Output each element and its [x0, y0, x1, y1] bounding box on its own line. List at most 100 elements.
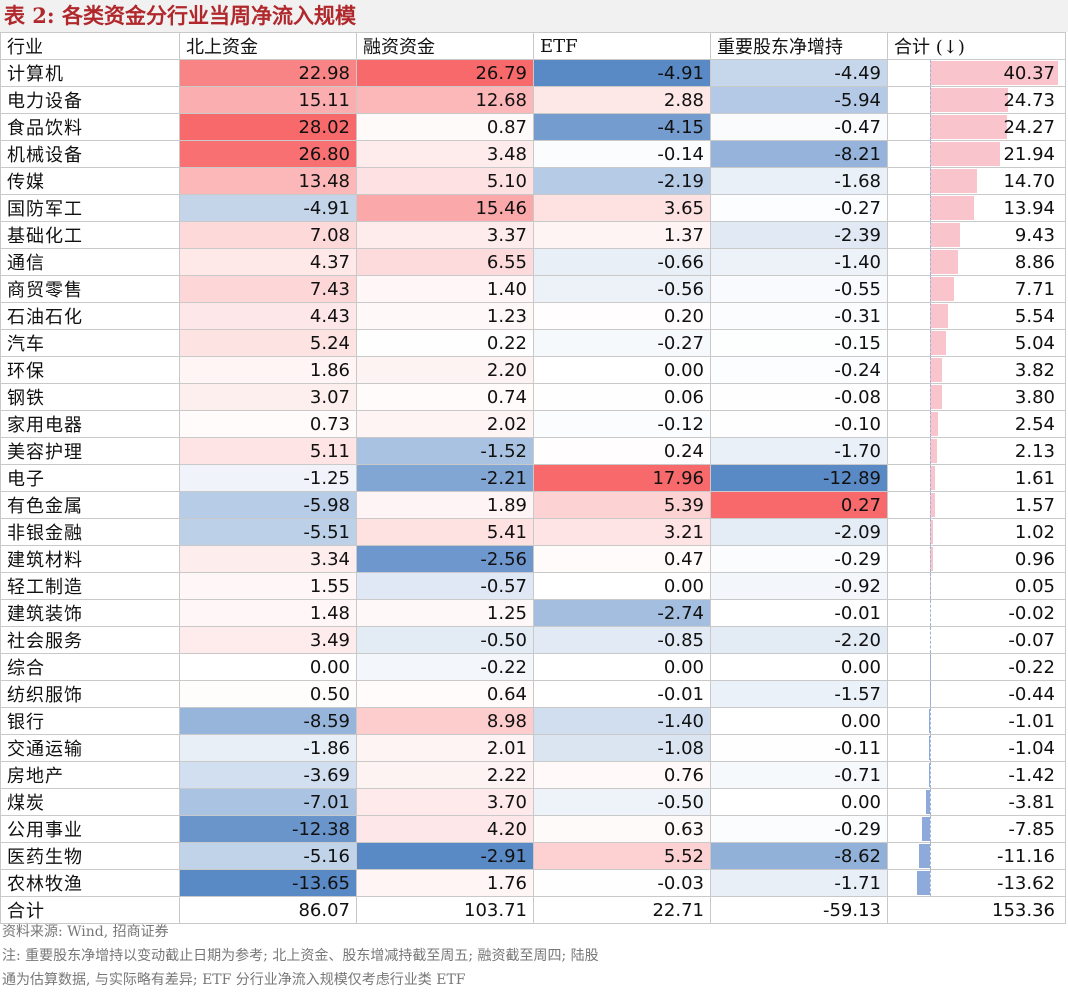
total-value: -7.85	[1008, 818, 1055, 840]
margin-cell: 3.70	[356, 788, 534, 816]
etf-cell: -0.50	[533, 788, 711, 816]
northbound-cell: -1.25	[179, 464, 357, 492]
northbound-cell: -12.38	[179, 815, 357, 843]
total-cell: 8.86	[887, 248, 1066, 276]
table-row: 石油石化 4.43 1.23 0.20 -0.31 5.54	[0, 302, 1066, 330]
table-row: 建筑材料 3.34 -2.56 0.47 -0.29 0.96	[0, 545, 1066, 573]
table-row: 机械设备 26.80 3.48 -0.14 -8.21 21.94	[0, 140, 1066, 168]
northbound-cell: 22.98	[179, 59, 357, 87]
total-cell: 21.94	[887, 140, 1066, 168]
shareholder-cell: -0.71	[710, 761, 888, 789]
table-row: 交通运输 -1.86 2.01 -1.08 -0.11 -1.04	[0, 734, 1066, 762]
margin-cell: 6.55	[356, 248, 534, 276]
margin-cell: -2.21	[356, 464, 534, 492]
total-northbound: 86.07	[179, 896, 357, 924]
total-bar	[930, 277, 955, 301]
shareholder-cell: 0.00	[710, 788, 888, 816]
total-bar	[930, 439, 937, 463]
total-bar	[930, 250, 959, 274]
zero-axis	[930, 249, 931, 275]
col-header-etf: ETF	[533, 32, 711, 60]
total-bar	[930, 493, 935, 517]
zero-axis	[930, 438, 931, 464]
margin-cell: 3.48	[356, 140, 534, 168]
etf-cell: 3.21	[533, 518, 711, 546]
total-bar	[928, 763, 930, 787]
margin-cell: 0.74	[356, 383, 534, 411]
total-cell: -7.85	[887, 815, 1066, 843]
total-value: 0.96	[1014, 548, 1055, 570]
northbound-cell: 0.50	[179, 680, 357, 708]
table-row: 美容护理 5.11 -1.52 0.24 -1.70 2.13	[0, 437, 1066, 465]
shareholder-cell: -0.29	[710, 815, 888, 843]
total-cell: 2.54	[887, 410, 1066, 438]
total-row: 合计 86.07 103.71 22.71 -59.13 153.36	[0, 896, 1066, 924]
industry-name: 计算机	[0, 59, 180, 87]
total-bar	[922, 817, 930, 841]
zero-axis	[930, 681, 931, 707]
shareholder-cell: -8.21	[710, 140, 888, 168]
zero-axis	[930, 465, 931, 491]
shareholder-cell: -0.31	[710, 302, 888, 330]
total-value: 8.86	[1014, 251, 1055, 273]
table-row: 基础化工 7.08 3.37 1.37 -2.39 9.43	[0, 221, 1066, 249]
northbound-cell: 4.37	[179, 248, 357, 276]
etf-cell: 5.39	[533, 491, 711, 519]
total-cell: 1.02	[887, 518, 1066, 546]
table-row: 传媒 13.48 5.10 -2.19 -1.68 14.70	[0, 167, 1066, 195]
table-row: 非银金融 -5.51 5.41 3.21 -2.09 1.02	[0, 518, 1066, 546]
industry-name: 商贸零售	[0, 275, 180, 303]
etf-cell: -0.01	[533, 680, 711, 708]
northbound-cell: -1.86	[179, 734, 357, 762]
total-cell: 9.43	[887, 221, 1066, 249]
total-cell: 3.82	[887, 356, 1066, 384]
shareholder-cell: -0.27	[710, 194, 888, 222]
total-cell: -0.22	[887, 653, 1066, 681]
industry-name: 农林牧渔	[0, 869, 180, 897]
northbound-cell: -8.59	[179, 707, 357, 735]
total-cell: -0.02	[887, 599, 1066, 627]
total-value: -1.04	[1008, 737, 1055, 759]
etf-cell: 0.06	[533, 383, 711, 411]
shareholder-cell: -0.11	[710, 734, 888, 762]
northbound-cell: 15.11	[179, 86, 357, 114]
margin-cell: 1.89	[356, 491, 534, 519]
margin-cell: 26.79	[356, 59, 534, 87]
northbound-cell: -4.91	[179, 194, 357, 222]
total-value: -3.81	[1008, 791, 1055, 813]
total-bar	[930, 223, 960, 247]
total-bar	[930, 466, 936, 490]
total-cell: -1.42	[887, 761, 1066, 789]
total-shareholder: -59.13	[710, 896, 888, 924]
shareholder-cell: 0.27	[710, 491, 888, 519]
shareholder-cell: -1.71	[710, 869, 888, 897]
shareholder-cell: -0.24	[710, 356, 888, 384]
total-cell: 7.71	[887, 275, 1066, 303]
table-row: 汽车 5.24 0.22 -0.27 -0.15 5.04	[0, 329, 1066, 357]
etf-cell: 0.20	[533, 302, 711, 330]
col-header-total[interactable]: 合计 (↓)	[887, 32, 1066, 60]
footnote-line-1: 注: 重要股东净增持以变动截止日期为参考; 北上资金、股东增减持截至周五; 融资…	[2, 948, 599, 964]
shareholder-cell: 0.00	[710, 707, 888, 735]
shareholder-cell: -12.89	[710, 464, 888, 492]
zero-axis	[930, 87, 931, 113]
etf-cell: -0.56	[533, 275, 711, 303]
col-header-shareholder: 重要股东净增持	[710, 32, 888, 60]
northbound-cell: -13.65	[179, 869, 357, 897]
zero-axis	[930, 114, 931, 140]
etf-cell: 0.63	[533, 815, 711, 843]
zero-axis	[930, 627, 931, 653]
etf-cell: -2.19	[533, 167, 711, 195]
total-bar	[930, 547, 934, 571]
total-value: 24.27	[1003, 116, 1055, 138]
table-row: 轻工制造 1.55 -0.57 0.00 -0.92 0.05	[0, 572, 1066, 600]
industry-name: 银行	[0, 707, 180, 735]
total-bar	[930, 142, 1000, 166]
northbound-cell: 7.08	[179, 221, 357, 249]
total-bar	[928, 709, 930, 733]
industry-name: 传媒	[0, 167, 180, 195]
total-value: 5.54	[1014, 305, 1055, 327]
shareholder-cell: -2.20	[710, 626, 888, 654]
industry-name: 家用电器	[0, 410, 180, 438]
zero-axis	[930, 492, 931, 518]
